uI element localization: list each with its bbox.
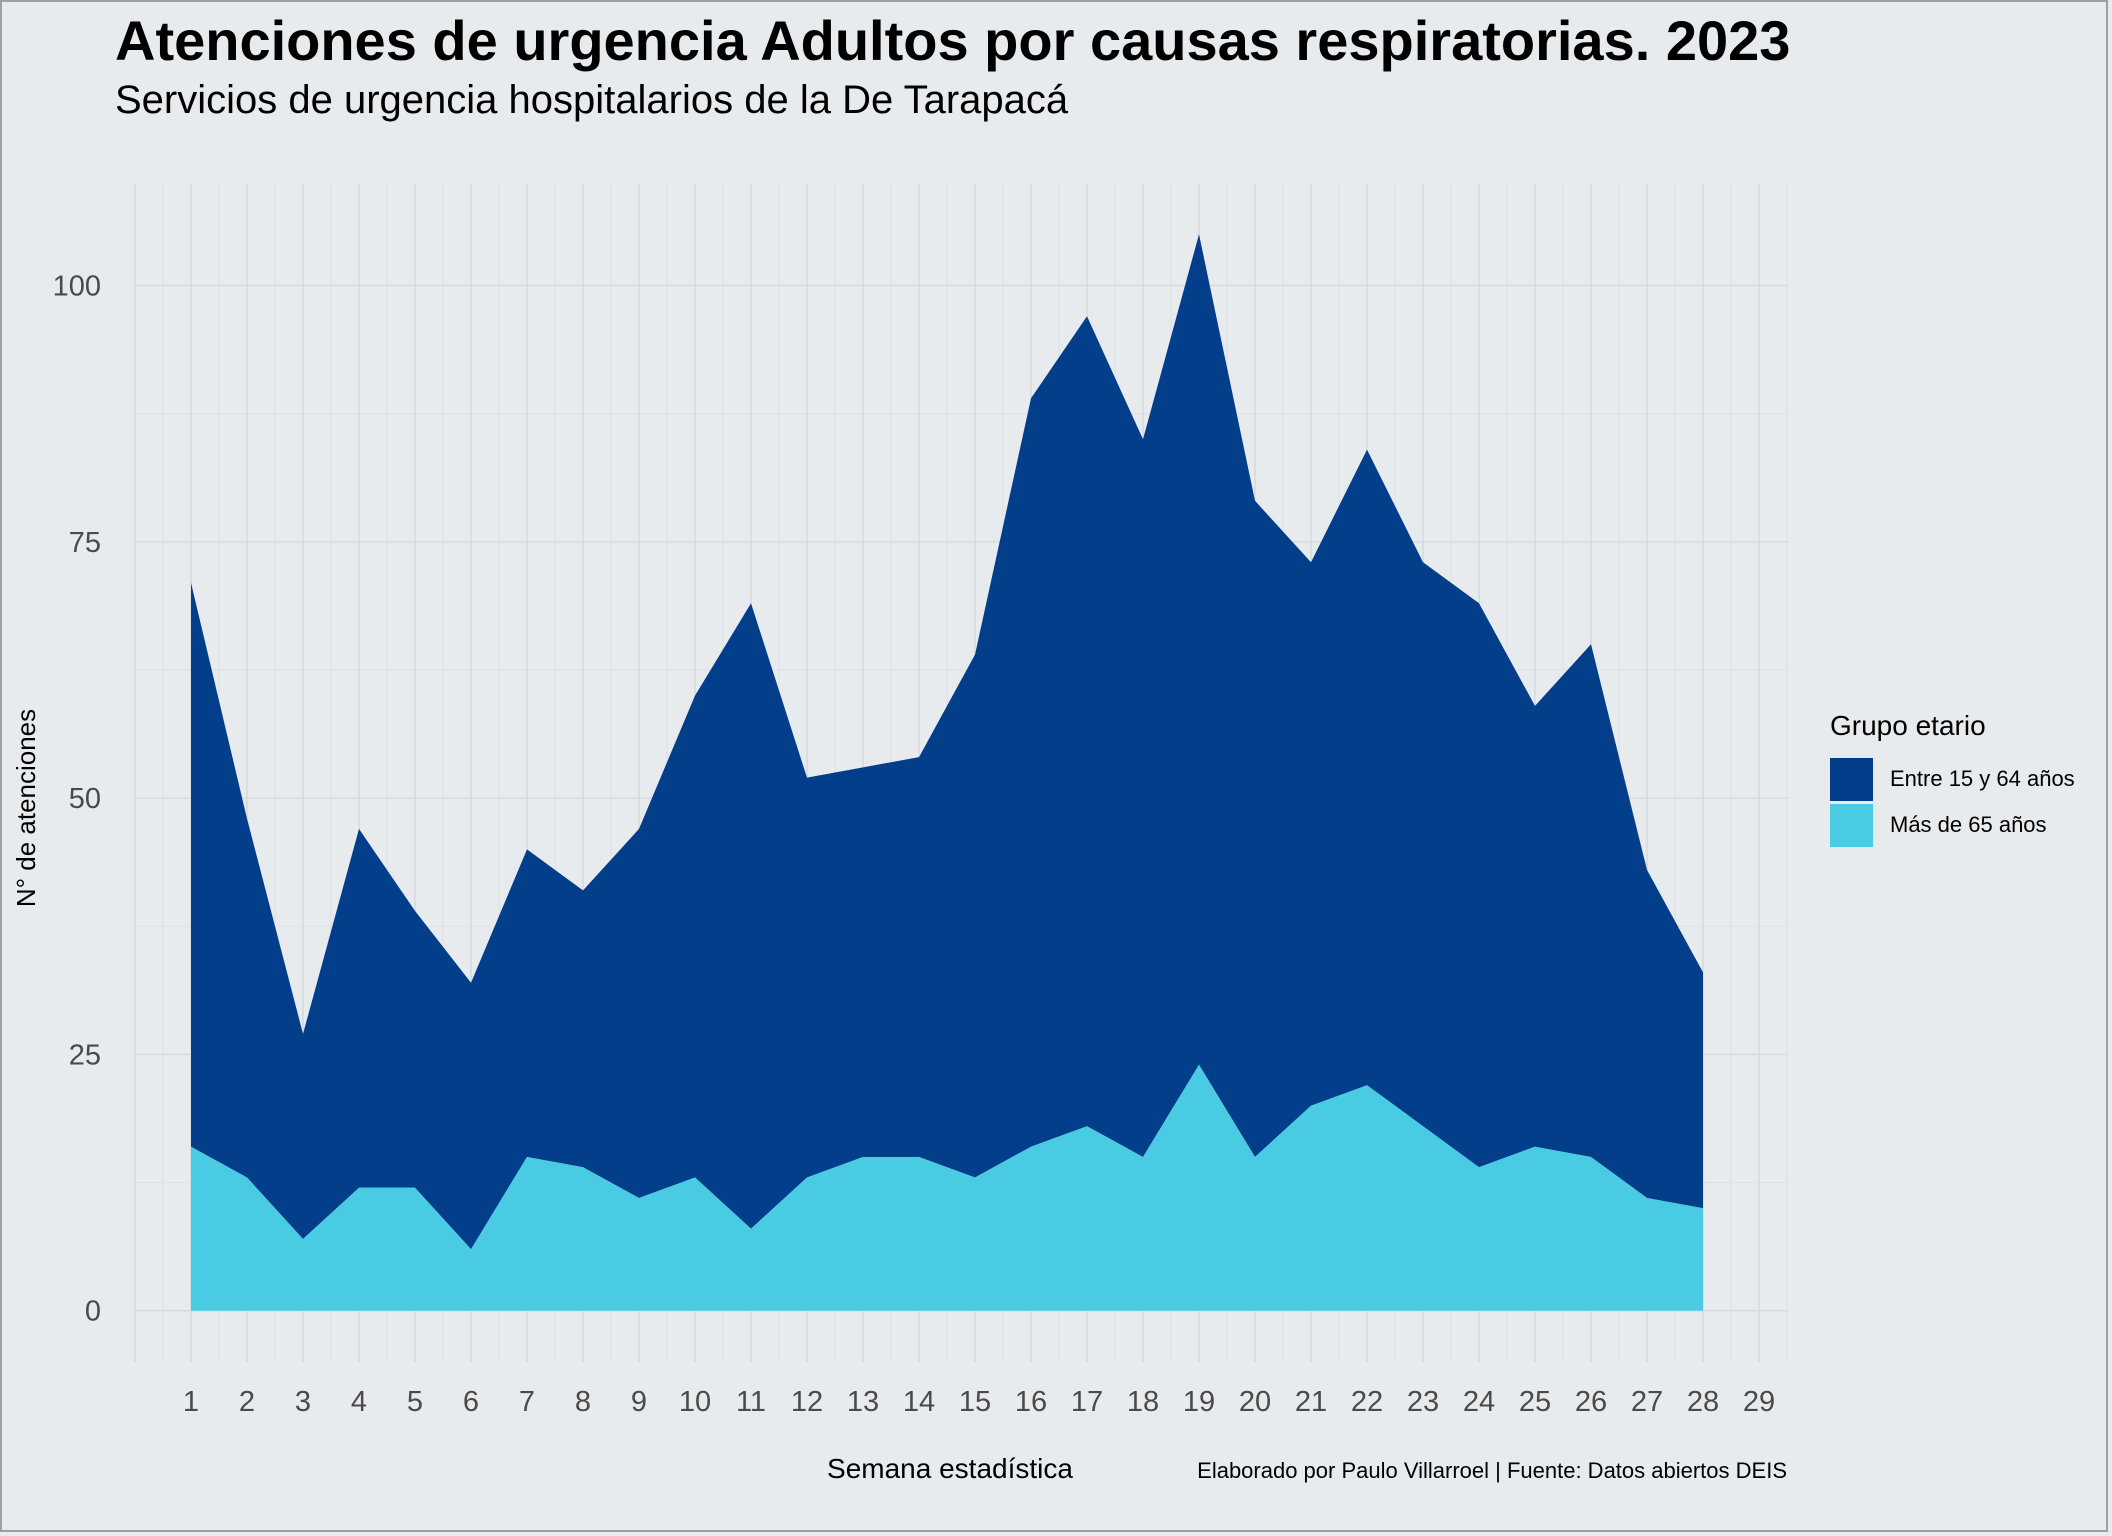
y-tick-label: 0 <box>85 1296 101 1328</box>
chart-subtitle: Servicios de urgencia hospitalarios de l… <box>115 78 1069 122</box>
x-tick-label: 19 <box>1183 1386 1215 1418</box>
legend-title: Grupo etario <box>1830 710 1986 741</box>
source-caption: Elaborado por Paulo Villarroel | Fuente:… <box>1197 1458 1787 1483</box>
x-tick-label: 21 <box>1295 1386 1327 1418</box>
x-tick-label: 16 <box>1015 1386 1047 1418</box>
x-tick-label: 29 <box>1743 1386 1775 1418</box>
x-tick-label: 13 <box>847 1386 879 1418</box>
x-tick-label: 14 <box>903 1386 935 1418</box>
x-tick-label: 6 <box>463 1386 479 1418</box>
x-tick-label: 22 <box>1351 1386 1383 1418</box>
legend-item-adults: Entre 15 y 64 años <box>1830 756 2075 802</box>
x-tick-label: 23 <box>1407 1386 1439 1418</box>
area-entre-15-y-64 <box>191 234 1703 1250</box>
x-tick-label: 20 <box>1239 1386 1271 1418</box>
y-tick-labels: 0 25 50 75 100 <box>53 271 101 1328</box>
x-tick-label: 27 <box>1631 1386 1663 1418</box>
x-tick-labels: 1 2 3 4 5 6 7 8 9 10 11 12 13 14 15 16 17 18 19 20 21 22 23 24 2… <box>183 1386 1775 1418</box>
x-tick-label: 5 <box>407 1386 423 1418</box>
x-tick-label: 7 <box>519 1386 535 1418</box>
x-tick-label: 2 <box>239 1386 255 1418</box>
y-axis-title: N° de atenciones <box>11 709 41 907</box>
y-tick-label: 75 <box>69 527 101 559</box>
x-tick-label: 8 <box>575 1386 591 1418</box>
x-tick-label: 4 <box>351 1386 367 1418</box>
x-tick-label: 17 <box>1071 1386 1103 1418</box>
x-tick-label: 9 <box>631 1386 647 1418</box>
legend-swatch-seniors <box>1830 803 1873 847</box>
x-tick-label: 3 <box>295 1386 311 1418</box>
x-tick-label: 1 <box>183 1386 199 1418</box>
x-axis-title: Semana estadística <box>827 1453 1073 1484</box>
x-tick-label: 26 <box>1575 1386 1607 1418</box>
y-tick-label: 100 <box>53 271 101 303</box>
x-tick-label: 10 <box>679 1386 711 1418</box>
legend: Grupo etario Entre 15 y 64 años Más de 6… <box>1830 710 2075 848</box>
x-tick-label: 11 <box>736 1386 766 1418</box>
x-tick-label: 24 <box>1463 1386 1495 1418</box>
x-tick-label: 25 <box>1519 1386 1551 1418</box>
y-tick-label: 50 <box>69 783 101 815</box>
area-mas-de-65 <box>191 1064 1703 1311</box>
area-series <box>191 234 1703 1311</box>
legend-label-seniors: Más de 65 años <box>1890 812 2047 837</box>
x-tick-label: 15 <box>959 1386 991 1418</box>
x-tick-label: 12 <box>791 1386 823 1418</box>
legend-item-seniors: Más de 65 años <box>1830 802 2075 848</box>
chart-title: Atenciones de urgencia Adultos por causa… <box>115 9 1791 72</box>
legend-label-adults: Entre 15 y 64 años <box>1890 766 2075 791</box>
y-tick-label: 25 <box>69 1039 101 1071</box>
x-tick-label: 28 <box>1687 1386 1719 1418</box>
x-tick-label: 18 <box>1127 1386 1159 1418</box>
legend-swatch-adults <box>1830 757 1873 801</box>
